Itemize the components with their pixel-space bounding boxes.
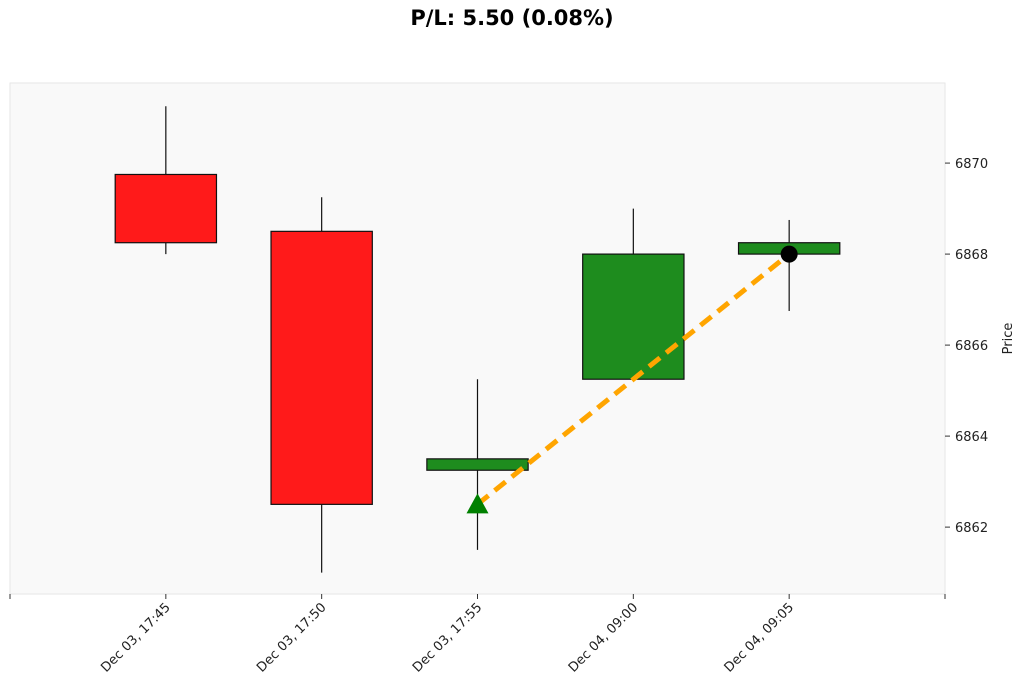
candle — [114, 106, 218, 255]
candle-body — [270, 230, 373, 505]
x-tick-label: Dec 03, 17:45 — [98, 600, 173, 675]
exit-marker — [780, 245, 798, 263]
chart-title: P/L: 5.50 (0.08%) — [410, 6, 614, 30]
y-tick-label: 6862 — [955, 521, 988, 536]
candle-body — [114, 173, 218, 244]
candle — [270, 197, 373, 573]
y-tick-label: 6870 — [955, 157, 988, 172]
x-tick-label: Dec 03, 17:55 — [410, 600, 485, 675]
y-tick-label: 6864 — [955, 430, 988, 445]
y-tick-label: 6866 — [955, 339, 988, 354]
candle-body — [582, 253, 685, 380]
entry-marker — [466, 493, 489, 514]
y-axis-label: Price — [1001, 323, 1016, 355]
candle-body — [426, 458, 529, 471]
candle — [426, 379, 529, 550]
x-tick-label: Dec 04, 09:05 — [722, 600, 797, 675]
x-tick-label: Dec 04, 09:00 — [566, 600, 641, 675]
x-tick-label: Dec 03, 17:50 — [254, 600, 329, 675]
trade-line — [475, 252, 791, 507]
y-tick-label: 6868 — [955, 248, 988, 263]
